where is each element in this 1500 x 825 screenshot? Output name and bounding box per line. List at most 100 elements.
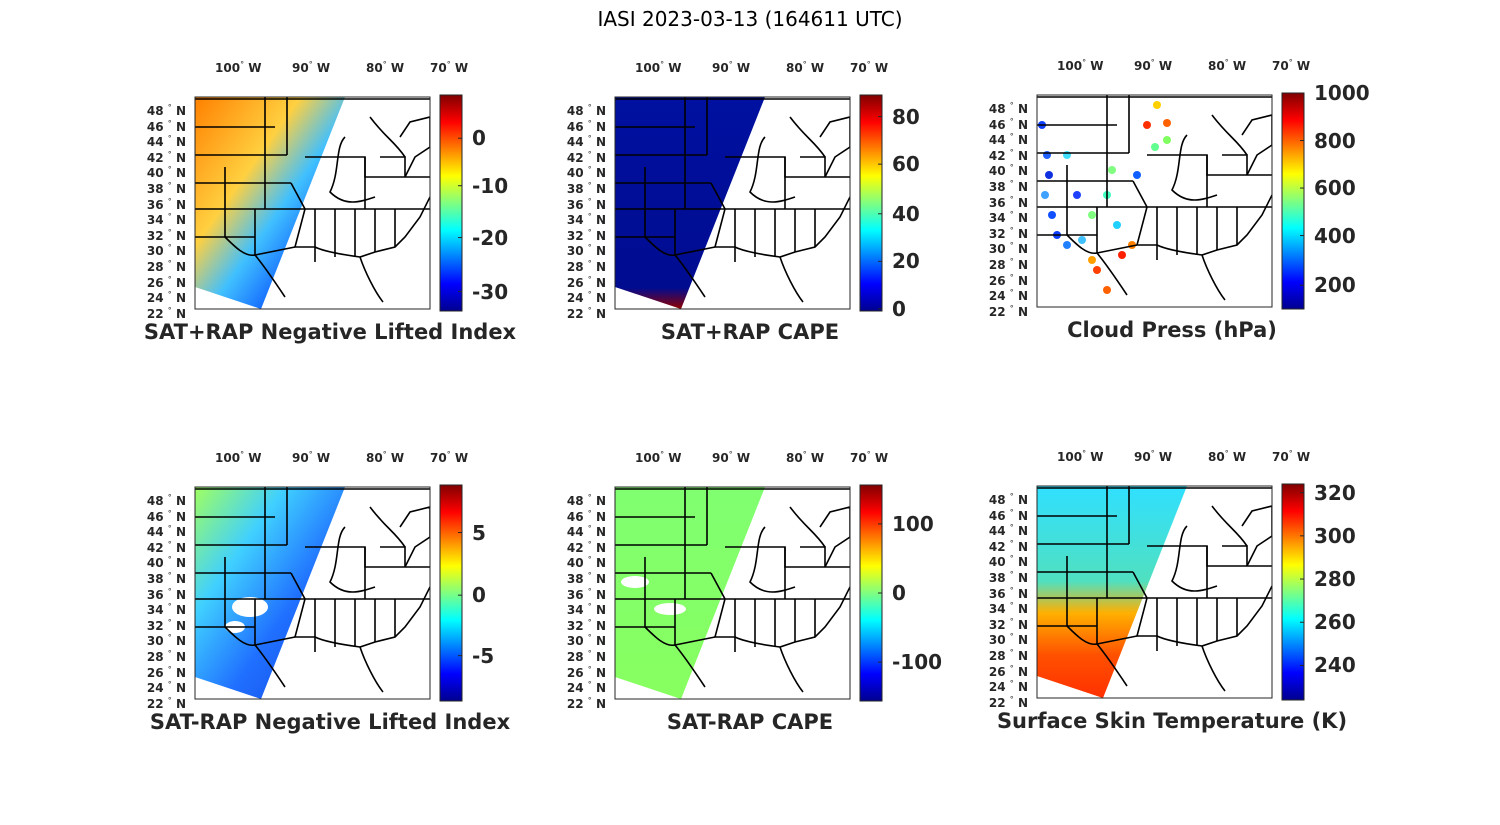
lat-label: 44 ° N bbox=[566, 134, 606, 150]
lat-label: 48 ° N bbox=[988, 101, 1028, 116]
colorbar-tick-label: 200 bbox=[1314, 273, 1356, 298]
state-border bbox=[1241, 114, 1272, 176]
lat-label: 34 ° N bbox=[566, 602, 606, 618]
colorbar-tick-label: 0 bbox=[892, 296, 906, 321]
lat-label: 28 ° N bbox=[566, 259, 606, 274]
cloud-dot bbox=[1113, 221, 1121, 229]
colorbar-tick-label: 600 bbox=[1314, 176, 1356, 201]
state-border bbox=[1211, 114, 1248, 156]
lon-label: 100° W bbox=[215, 60, 262, 75]
lat-label: 44 ° N bbox=[146, 134, 186, 150]
cloud-dot bbox=[1063, 241, 1071, 249]
lon-label: 90° W bbox=[712, 450, 751, 465]
colorbar-tick-label: 800 bbox=[1314, 128, 1356, 153]
swath-gap bbox=[232, 597, 268, 617]
lon-label: 80° W bbox=[786, 60, 825, 75]
lat-label: 40 ° N bbox=[988, 163, 1028, 179]
cloud-dot bbox=[1163, 119, 1171, 127]
lon-label: 80° W bbox=[366, 450, 405, 465]
lon-label: 70° W bbox=[850, 60, 889, 75]
lat-label: 32 ° N bbox=[566, 617, 606, 633]
lat-label: 22 ° N bbox=[566, 305, 606, 321]
lat-label: 26 ° N bbox=[566, 274, 606, 290]
lat-label: 30 ° N bbox=[988, 241, 1028, 257]
data-swath bbox=[195, 97, 345, 309]
lat-label: 32 ° N bbox=[988, 225, 1028, 241]
state-border bbox=[779, 646, 804, 693]
colorbar bbox=[859, 94, 883, 312]
cloud-dot bbox=[1108, 166, 1116, 174]
cloud-dot bbox=[1151, 143, 1159, 151]
lat-label: 42 ° N bbox=[146, 149, 186, 165]
lat-label: 36 ° N bbox=[988, 194, 1028, 210]
map-svg bbox=[614, 484, 883, 702]
state-border bbox=[1096, 244, 1138, 254]
lon-label: 80° W bbox=[1208, 449, 1247, 464]
lon-label: 90° W bbox=[712, 60, 751, 75]
colorbar bbox=[1281, 92, 1305, 310]
lat-label: 24 ° N bbox=[988, 288, 1028, 304]
lat-label: 38 ° N bbox=[566, 571, 606, 586]
swath-gap bbox=[654, 603, 686, 615]
state-border bbox=[734, 196, 850, 258]
state-border bbox=[290, 182, 315, 248]
lat-label: 26 ° N bbox=[988, 272, 1028, 288]
lat-label: 48 ° N bbox=[566, 493, 606, 508]
map-frame bbox=[614, 486, 851, 700]
lon-label: 100° W bbox=[635, 60, 682, 75]
lat-label: 44 ° N bbox=[146, 524, 186, 540]
lat-label: 26 ° N bbox=[566, 664, 606, 680]
lat-label: 32 ° N bbox=[566, 227, 606, 243]
lat-label: 46 ° N bbox=[146, 508, 186, 524]
colorbar-tick-label: 300 bbox=[1314, 523, 1356, 548]
state-border bbox=[674, 636, 716, 646]
state-border bbox=[1156, 585, 1272, 647]
cloud-dot bbox=[1163, 136, 1171, 144]
lat-label: 46 ° N bbox=[988, 116, 1028, 132]
panel-title: Surface Skin Temperature (K) bbox=[996, 709, 1348, 733]
state-border bbox=[314, 196, 430, 258]
lat-label: 24 ° N bbox=[988, 679, 1028, 695]
cloud-dot bbox=[1073, 191, 1081, 199]
lat-label: 32 ° N bbox=[988, 616, 1028, 632]
lat-label: 32 ° N bbox=[146, 617, 186, 633]
lat-label: 42 ° N bbox=[988, 147, 1028, 163]
lat-label: 22 ° N bbox=[146, 695, 186, 711]
state-border bbox=[1156, 194, 1272, 256]
state-border bbox=[314, 586, 430, 648]
lon-label: 80° W bbox=[786, 450, 825, 465]
colorbar-tick-label: -10 bbox=[472, 173, 509, 198]
lat-label: 30 ° N bbox=[146, 243, 186, 259]
map-svg bbox=[194, 484, 463, 702]
lon-label: 90° W bbox=[1134, 449, 1173, 464]
panel-title: Cloud Press (hPa) bbox=[1067, 318, 1277, 342]
lon-label: 90° W bbox=[1134, 58, 1173, 73]
state-border bbox=[1171, 525, 1218, 592]
lat-label: 24 ° N bbox=[146, 680, 186, 696]
colorbar-tick-label: -100 bbox=[892, 650, 943, 675]
map-frame bbox=[194, 96, 431, 310]
cloud-dot bbox=[1045, 171, 1053, 179]
state-border bbox=[819, 506, 850, 568]
state-border bbox=[254, 636, 296, 646]
lat-label: 42 ° N bbox=[566, 539, 606, 555]
lat-label: 36 ° N bbox=[566, 196, 606, 212]
panel-title: SAT-RAP CAPE bbox=[666, 710, 834, 734]
lon-label: 100° W bbox=[635, 450, 682, 465]
lon-label: 70° W bbox=[1272, 58, 1311, 73]
lat-label: 40 ° N bbox=[566, 165, 606, 181]
swath-gap bbox=[621, 576, 649, 588]
map-svg bbox=[614, 94, 883, 312]
lat-label: 22 ° N bbox=[566, 695, 606, 711]
lat-label: 34 ° N bbox=[146, 212, 186, 228]
figure-title: IASI 2023-03-13 (164611 UTC) bbox=[597, 7, 903, 31]
colorbar-tick-label: 320 bbox=[1314, 480, 1356, 505]
lat-label: 40 ° N bbox=[146, 555, 186, 571]
lat-label: 28 ° N bbox=[146, 259, 186, 274]
state-border bbox=[784, 547, 850, 568]
state-border bbox=[779, 256, 804, 303]
state-border bbox=[710, 572, 735, 638]
data-swath bbox=[1037, 486, 1187, 698]
lat-label: 38 ° N bbox=[988, 179, 1028, 194]
